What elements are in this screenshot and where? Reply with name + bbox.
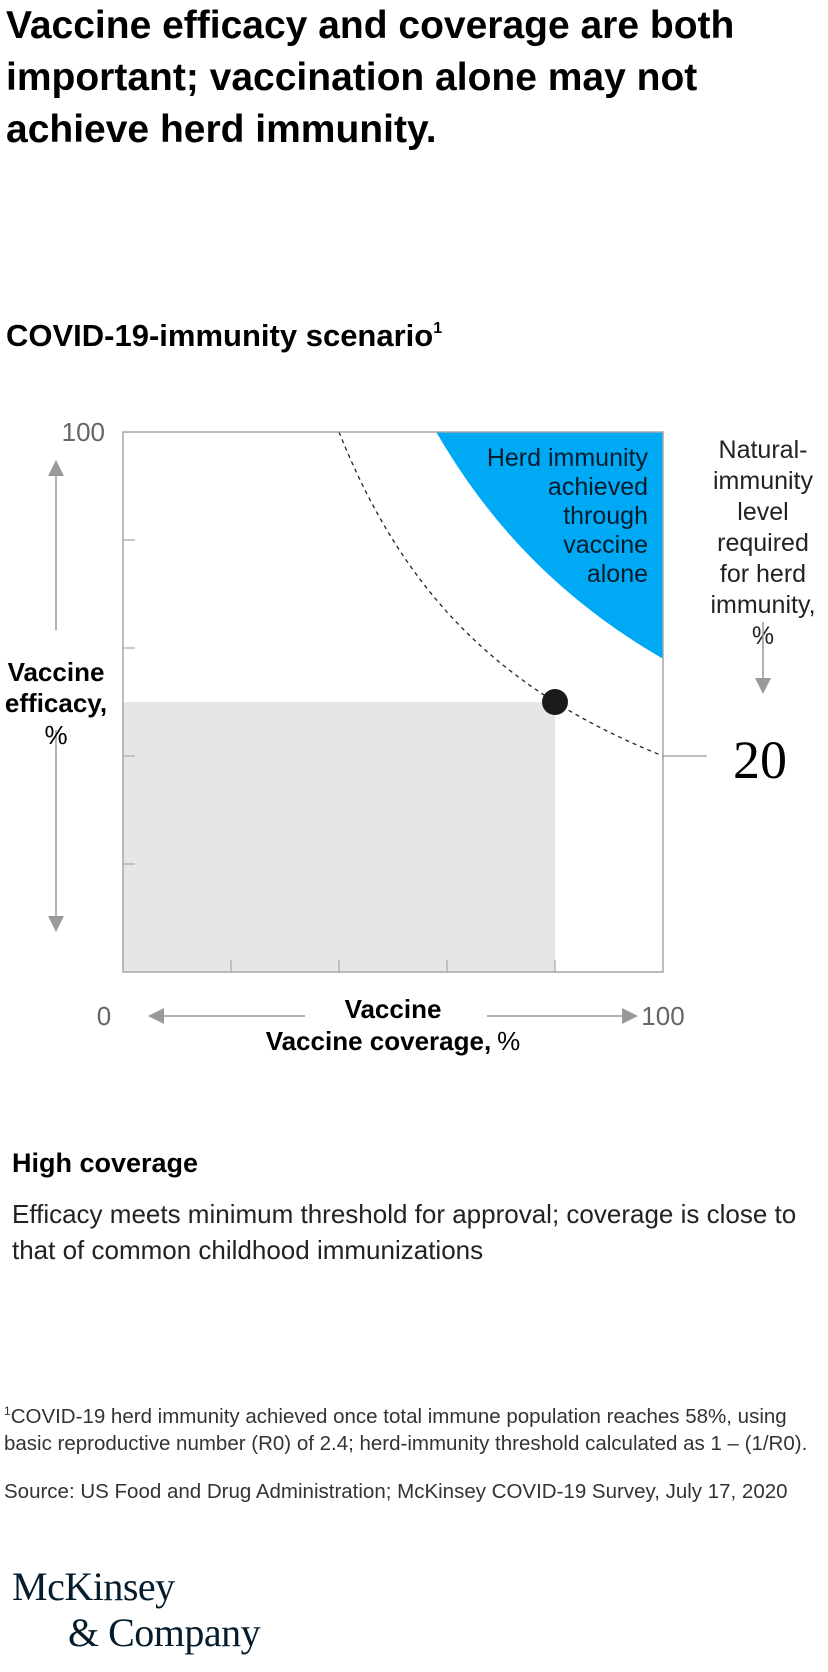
herd-label-line: achieved (548, 473, 648, 501)
herd-label-line: alone (587, 560, 648, 588)
y-max-label: 100 (62, 417, 105, 447)
x-arrow-right-head (622, 1008, 638, 1024)
scenario-description: Efficacy meets minimum threshold for app… (12, 1199, 797, 1265)
scenario-point (542, 689, 568, 715)
x-axis-label-line1: Vaccine (345, 994, 442, 1024)
y-axis-label-line2: efficacy, (5, 688, 107, 718)
immunity-chart: 100 0 100 Vaccine efficacy, % Vaccine Va… (5, 417, 816, 1056)
logo-line2: & Company (68, 1610, 261, 1655)
x-axis-label-unit: % (497, 1026, 520, 1056)
herd-label-line: through (563, 502, 648, 530)
natural-label-line: required (717, 529, 809, 557)
plot-frame (122, 431, 664, 973)
scenario-shaded-area (123, 702, 555, 972)
mckinsey-logo: McKinsey & Company (12, 1564, 261, 1656)
axis-ticks (123, 539, 556, 972)
y-arrow-up-head (48, 460, 64, 476)
x-min-label: 0 (97, 1001, 111, 1031)
footnote-text: COVID-19 herd immunity achieved once tot… (4, 1404, 808, 1455)
natural-label-line: for herd (720, 560, 806, 588)
y-arrow-down-head (48, 916, 64, 932)
chart-subtitle: COVID-19-immunity scenario1 (6, 318, 442, 354)
scenario-title: High coverage (12, 1148, 199, 1178)
footnote-marker: 1 (4, 1404, 11, 1418)
natural-label-line: immunity, (710, 591, 815, 619)
natural-immunity-label: Natural-immunity level required for herd imm… (710, 436, 815, 650)
logo-line1: McKinsey (12, 1564, 175, 1609)
natural-immunity-value: 20 (733, 730, 787, 790)
herd-label-line: Herd immunity (487, 444, 649, 472)
headline: Vaccine efficacy and coverage are both i… (6, 4, 735, 151)
x-axis-label-line2: Vaccine coverage,% (266, 1026, 521, 1056)
natural-arrow-head (755, 678, 771, 694)
threshold-curve (338, 431, 664, 757)
natural-label-line: immunity (713, 467, 814, 495)
herd-label-line: vaccine (563, 531, 648, 559)
natural-label-line: level (737, 498, 788, 526)
footnote: 1COVID-19 herd immunity achieved once to… (4, 1398, 814, 1457)
y-axis-label-unit: % (44, 720, 67, 750)
y-axis-label-line1: Vaccine (8, 657, 105, 687)
source-note: Source: US Food and Drug Administration;… (4, 1480, 788, 1503)
subtitle-footnote-marker: 1 (433, 319, 443, 337)
x-max-label: 100 (641, 1001, 684, 1031)
x-arrow-left-head (148, 1008, 164, 1024)
natural-label-line: Natural- (719, 436, 808, 464)
subtitle-text: COVID-19-immunity scenario (6, 318, 434, 353)
x-axis-label-bold: Vaccine coverage, (266, 1026, 491, 1056)
herd-immunity-region (436, 432, 663, 659)
